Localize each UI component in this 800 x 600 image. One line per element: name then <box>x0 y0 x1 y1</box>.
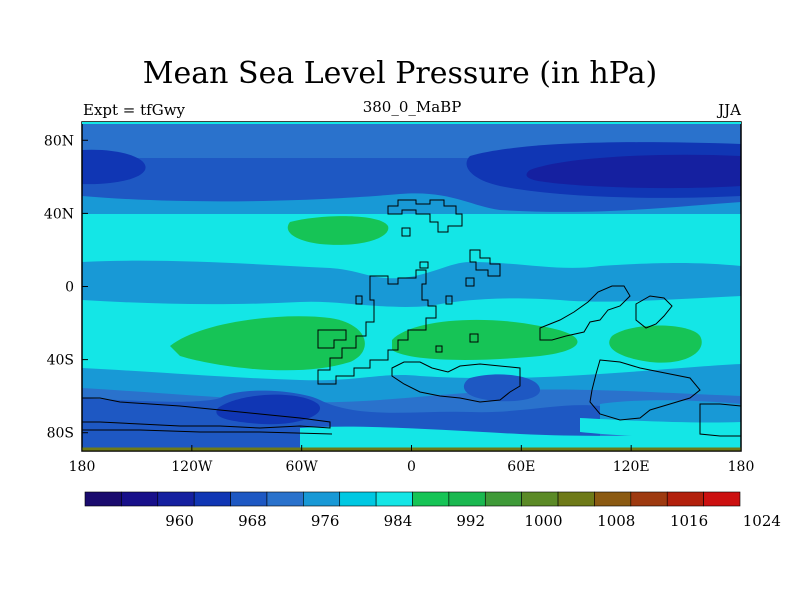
colorbar-swatch-15 <box>630 491 668 507</box>
x-tick-label-3: 0 <box>407 459 416 475</box>
colorbar-swatch-5 <box>266 491 304 507</box>
coastline-island-2 <box>419 261 429 269</box>
y-tick-label-0: 80N <box>44 133 74 149</box>
colorbar-swatch-1 <box>121 491 159 507</box>
coastline-island-4 <box>445 295 453 305</box>
contour-north-atlantic-high <box>287 216 389 245</box>
contour-southern-pacific-ridge <box>580 418 741 439</box>
coastline-far-east <box>635 295 673 329</box>
colorbar-label-5: 1000 <box>524 512 562 530</box>
colorbar-swatch-14 <box>594 491 632 507</box>
colorbar-swatch-16 <box>666 491 704 507</box>
experiment-label: Expt = tfGwy <box>83 101 186 119</box>
colorbar-swatch-17 <box>703 491 741 507</box>
colorbar-label-4: 992 <box>456 512 485 530</box>
coastline-south-central <box>391 361 521 403</box>
x-tick-label-4: 60E <box>507 459 535 475</box>
coastline-northern-landmass <box>387 199 463 233</box>
season-label: JJA <box>718 101 741 119</box>
colorbar-swatch-2 <box>157 491 195 507</box>
contour-southern-deep-low <box>216 394 321 425</box>
x-tick-label-5: 120E <box>613 459 650 475</box>
coastline-eastern-landmass <box>539 285 631 341</box>
colorbar-label-8: 1024 <box>743 512 781 530</box>
contour-north-pacific-low <box>82 149 146 185</box>
colorbar-label-2: 976 <box>311 512 340 530</box>
contour-south-atlantic-high <box>392 319 578 360</box>
x-tick-label-1: 120W <box>171 459 213 475</box>
x-axis: 180 120W 60W 0 60E 120E 180 <box>69 445 755 475</box>
coastline-island-3 <box>465 277 475 287</box>
colorbar-label-0: 960 <box>165 512 194 530</box>
x-tick-label-6: 180 <box>728 459 755 475</box>
coastline-antarctic-ridge <box>82 429 333 435</box>
colorbar-swatch-3 <box>193 491 231 507</box>
colorbar-swatch-9 <box>412 491 450 507</box>
coastline-island-5 <box>469 333 479 343</box>
colorbar-swatch-10 <box>448 491 486 507</box>
colorbar-swatch-12 <box>521 491 559 507</box>
continent-outlines <box>82 199 741 437</box>
age-label: 380_0_MaBP <box>362 98 462 116</box>
contour-tropical-low-west <box>82 260 741 307</box>
colorbar: 960968976984992100010081016102410321040 <box>84 491 781 530</box>
coastline-west-coast <box>317 329 347 349</box>
colorbar-swatch-8 <box>375 491 413 507</box>
contour-antarctic-mid <box>600 400 741 428</box>
colorbar-label-1: 968 <box>238 512 267 530</box>
y-tick-label-2: 0 <box>65 280 74 296</box>
colorbar-swatch-13 <box>557 491 595 507</box>
contour-indian-ocean-high <box>609 325 702 363</box>
coastline-peninsula <box>469 249 501 277</box>
colorbar-swatch-4 <box>230 491 268 507</box>
chart-title: Mean Sea Level Pressure (in hPa) <box>142 56 658 91</box>
contour-north-asian-low-core <box>526 154 741 189</box>
coastline-southern-strip <box>82 397 331 429</box>
contour-field <box>82 122 741 451</box>
y-tick-label-4: 80S <box>47 426 74 442</box>
contour-north-subpolar <box>82 193 741 214</box>
colorbar-swatch-0 <box>84 491 122 507</box>
colorbar-label-7: 1016 <box>670 512 708 530</box>
contour-south-sector-low <box>463 374 540 402</box>
x-tick-label-2: 60W <box>286 459 319 475</box>
colorbar-swatch-6 <box>303 491 341 507</box>
y-axis: 80N 40N 0 40S 80S <box>44 133 88 442</box>
coastline-island-6 <box>435 345 443 353</box>
coastline-island-1 <box>355 295 363 305</box>
colorbar-swatch-11 <box>484 491 522 507</box>
colorbar-label-3: 984 <box>384 512 413 530</box>
colorbar-swatch-7 <box>339 491 377 507</box>
y-tick-label-1: 40N <box>44 206 74 222</box>
colorbar-label-6: 1008 <box>597 512 635 530</box>
coastline-central-landmass <box>317 269 437 385</box>
coastline-antarctic-edge <box>699 403 741 437</box>
coastline-southeast <box>589 359 701 421</box>
contour-antarctic-high <box>300 426 741 451</box>
contour-south-pacific-high <box>170 316 365 371</box>
y-tick-label-3: 40S <box>47 353 74 369</box>
coastline-island-north <box>401 227 411 237</box>
x-tick-label-0: 180 <box>69 459 96 475</box>
